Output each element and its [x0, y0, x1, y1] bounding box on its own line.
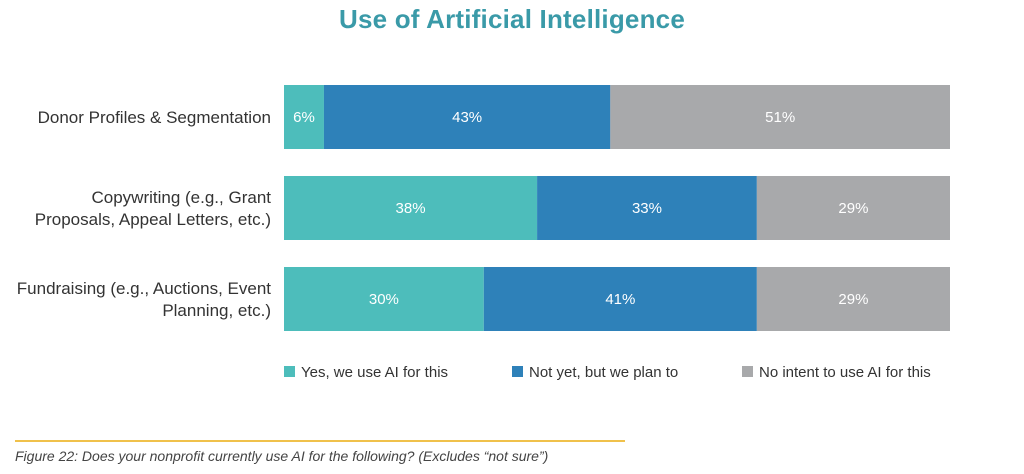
category-label: Planning, etc.) [162, 301, 271, 320]
legend-swatch [742, 366, 753, 377]
legend-swatch [284, 366, 295, 377]
bar-segment [537, 176, 757, 240]
bars-group: 6% 43% 51% 38% 33% 29% 30% 41% 29% [284, 85, 950, 331]
bar-segment [284, 267, 484, 331]
bar-segment [483, 267, 757, 331]
legend: Yes, we use AI for this Not yet, but we p… [284, 364, 931, 381]
data-label: 6% [293, 109, 315, 126]
chart-title: Use of Artificial Intelligence [338, 4, 685, 34]
category-label: Copywriting (e.g., Grant [91, 188, 271, 207]
bar-segment [323, 85, 611, 149]
bar-segment [756, 267, 950, 331]
data-label: 38% [396, 200, 426, 217]
bar-segment [284, 85, 324, 149]
category-label: Proposals, Appeal Letters, etc.) [35, 210, 271, 229]
bar-segment [284, 176, 538, 240]
figure-caption: Figure 22: Does your nonprofit currently… [15, 448, 549, 464]
data-label: 33% [632, 200, 662, 217]
category-label: Donor Profiles & Segmentation [38, 108, 271, 127]
data-label: 51% [765, 109, 795, 126]
caption-rule [15, 440, 625, 442]
data-label: 29% [838, 291, 868, 308]
legend-label: Not yet, but we plan to [529, 364, 678, 381]
data-label: 29% [838, 200, 868, 217]
legend-swatch [512, 366, 523, 377]
category-labels-group: Donor Profiles & Segmentation Copywriting… [17, 108, 271, 320]
data-label: 43% [452, 109, 482, 126]
data-label: 30% [369, 291, 399, 308]
category-label: Fundraising (e.g., Auctions, Event [17, 279, 271, 298]
legend-label: Yes, we use AI for this [301, 364, 448, 381]
bar-segment [610, 85, 950, 149]
data-label: 41% [605, 291, 635, 308]
legend-label: No intent to use AI for this [759, 364, 931, 381]
bar-segment [756, 176, 950, 240]
